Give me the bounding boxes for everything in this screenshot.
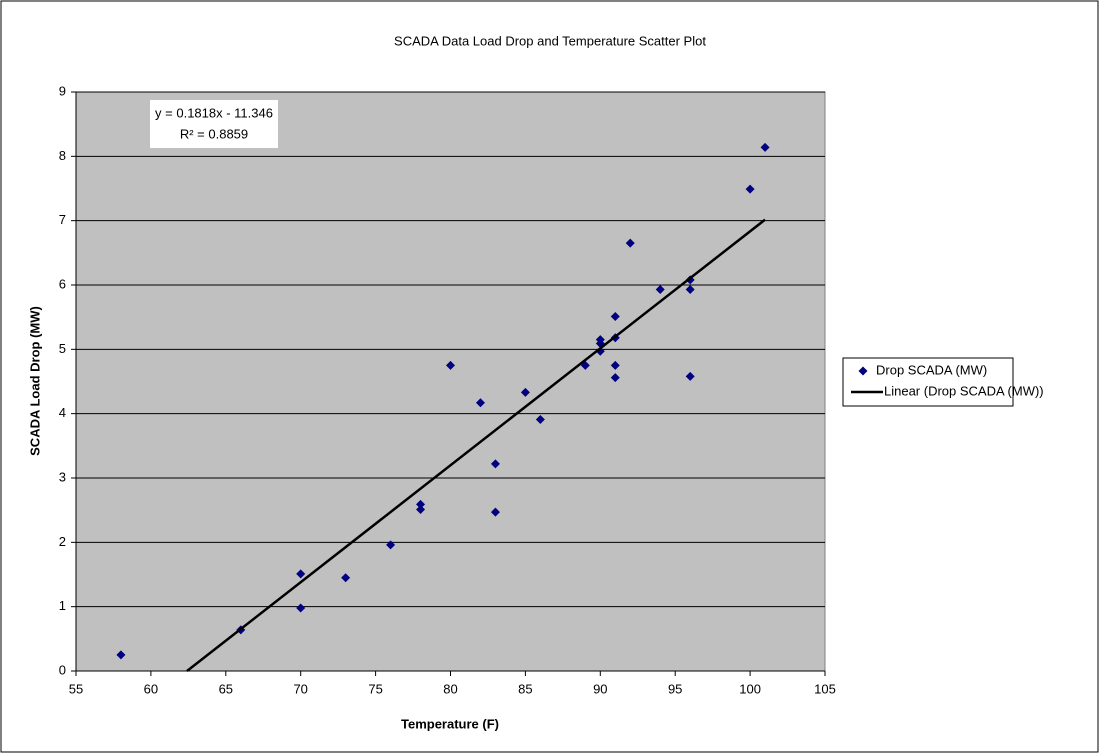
r-squared: R² = 0.8859: [180, 126, 248, 141]
x-tick-label: 100: [739, 681, 761, 696]
data-point: [386, 540, 396, 550]
equation: y = 0.1818x - 11.346: [155, 105, 273, 120]
data-point: [490, 459, 500, 469]
y-tick-label: 3: [59, 469, 66, 484]
data-point: [520, 387, 530, 397]
data-point: [655, 285, 665, 295]
x-tick-label: 65: [219, 681, 233, 696]
y-tick-label: 2: [59, 534, 66, 549]
y-tick-label: 6: [59, 276, 66, 291]
y-tick-label: 0: [59, 662, 66, 677]
y-tick-label: 8: [59, 148, 66, 163]
chart-title: SCADA Data Load Drop and Temperature Sca…: [394, 33, 706, 48]
data-point: [296, 569, 306, 579]
data-point: [745, 184, 755, 194]
y-axis-label: SCADA Load Drop (MW): [27, 306, 42, 456]
y-tick-label: 1: [59, 598, 66, 613]
data-point: [416, 499, 426, 509]
data-point: [535, 414, 545, 424]
x-tick-label: 55: [69, 681, 83, 696]
legend-label: Linear (Drop SCADA (MW)): [884, 383, 1044, 398]
y-tick-label: 5: [59, 341, 66, 356]
x-tick-label: 85: [518, 681, 532, 696]
x-axis-label: Temperature (F): [401, 716, 499, 731]
data-point: [446, 360, 455, 370]
data-point: [610, 360, 620, 370]
plot-area: [75, 91, 826, 672]
data-point: [416, 505, 426, 515]
data-point: [760, 142, 770, 152]
x-tick-label: 60: [144, 681, 158, 696]
x-tick-label: 70: [293, 681, 307, 696]
x-tick-label: 75: [368, 681, 382, 696]
data-point: [116, 650, 126, 660]
data-point: [685, 371, 695, 381]
data-point: [685, 285, 695, 295]
data-point: [625, 238, 635, 248]
x-tick-label: 95: [668, 681, 682, 696]
x-tick-label: 90: [593, 681, 607, 696]
data-point: [341, 573, 351, 583]
y-tick-label: 9: [59, 83, 66, 98]
trend-line: [186, 218, 766, 672]
data-point: [610, 373, 620, 383]
x-tick-label: 105: [814, 681, 836, 696]
data-point: [610, 312, 620, 322]
y-tick-label: 7: [59, 212, 66, 227]
data-point: [296, 603, 306, 613]
legend-box: [842, 357, 1014, 407]
annotation-box: [150, 100, 278, 148]
legend-label: Drop SCADA (MW): [876, 362, 987, 377]
x-tick-label: 80: [443, 681, 457, 696]
y-tick-label: 4: [59, 405, 66, 420]
data-point: [490, 507, 500, 517]
data-point: [475, 398, 485, 408]
legend-marker: [858, 366, 868, 376]
